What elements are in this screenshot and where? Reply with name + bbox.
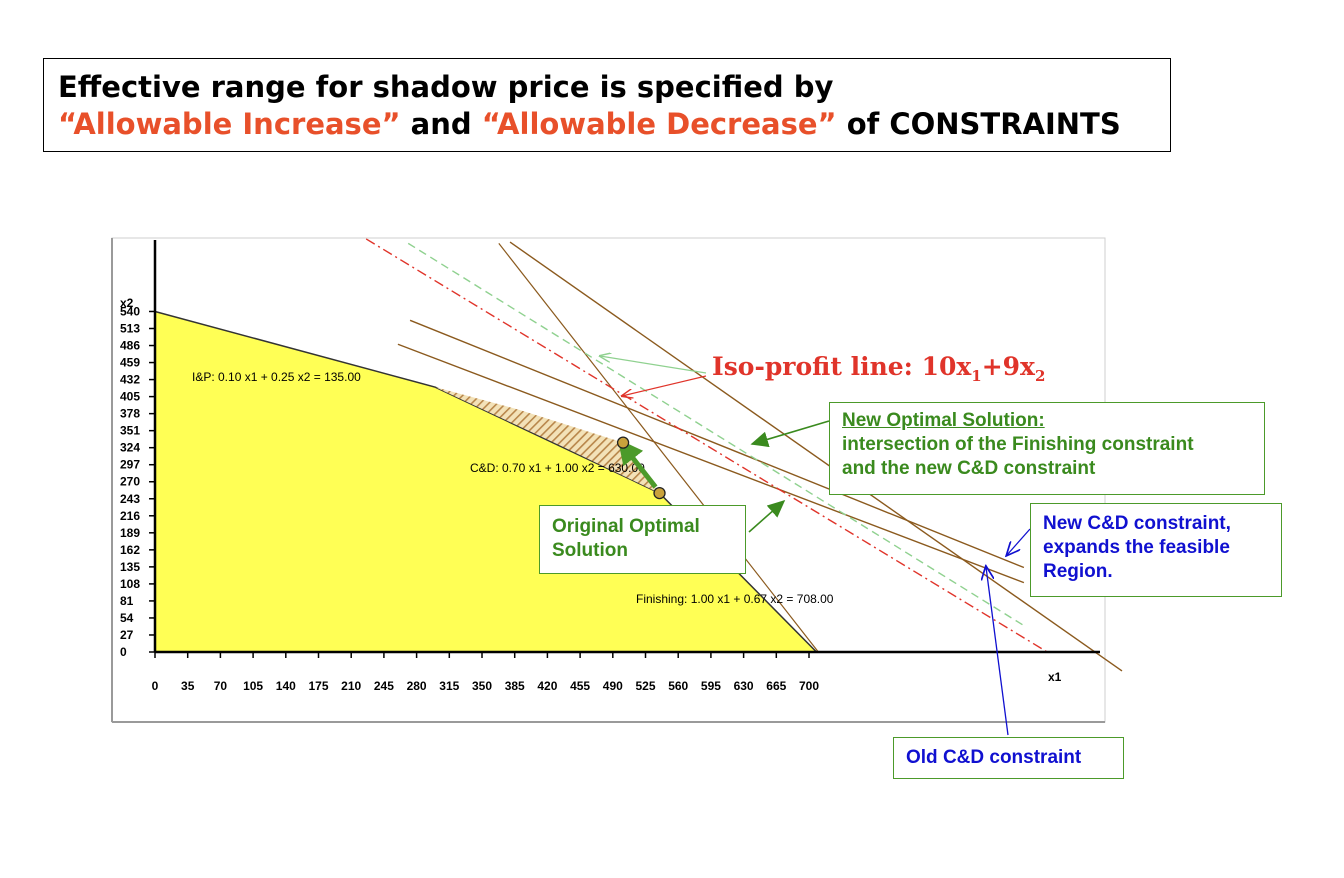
iso-profit-label: Iso-profit line: 10x1+9x2 (712, 352, 1046, 385)
title-box: Effective range for shadow price is spec… (43, 58, 1171, 152)
y-tick-label: 135 (120, 560, 140, 574)
x-tick-label: 175 (308, 679, 328, 693)
x-tick-label: 420 (537, 679, 557, 693)
y-axis-label: x2 (120, 296, 134, 310)
x-tick-label: 70 (214, 679, 228, 693)
y-tick-label: 243 (120, 492, 140, 506)
old-cd-pointer (986, 567, 1009, 736)
cd-constraint-label: C&D: 0.70 x1 + 1.00 x2 = 630.00 (470, 461, 645, 475)
original-optimal-point (653, 486, 666, 500)
new-cd-line (409, 319, 1025, 569)
x-tick-label: 385 (505, 679, 525, 693)
x-tick-label: 525 (635, 679, 655, 693)
title-line-2: “Allowable Increase” and “Allowable Decr… (58, 106, 1156, 143)
new-optimal-point (616, 436, 630, 449)
x-tick-label: 595 (701, 679, 721, 693)
new-cd-pointer (1007, 528, 1031, 555)
old-cd-line-ext (397, 343, 1025, 584)
new-cd-callout: New C&D constraint, expands the feasible… (1030, 503, 1282, 597)
y-tick-label: 54 (120, 611, 134, 625)
y-tick-label: 324 (120, 441, 140, 455)
ip-constraint-label: I&P: 0.10 x1 + 0.25 x2 = 135.00 (192, 370, 361, 384)
y-tick-label: 270 (120, 475, 140, 489)
x-tick-label: 105 (243, 679, 263, 693)
original-optimal-text-2: Solution (552, 540, 628, 561)
old-cd-text: Old C&D constraint (906, 747, 1082, 768)
new-cd-text-3: Region. (1043, 561, 1113, 582)
x-tick-label: 490 (603, 679, 623, 693)
iso-green-pointer (600, 356, 707, 374)
new-optimal-pointer (750, 420, 830, 448)
x-tick-label: 210 (341, 679, 361, 693)
new-optimal-text-3: and the new C&D constraint (842, 458, 1096, 479)
y-tick-label: 486 (120, 339, 140, 353)
x-tick-label: 350 (472, 679, 492, 693)
x-tick-label: 560 (668, 679, 688, 693)
y-tick-label: 27 (120, 628, 134, 642)
y-tick-label: 0 (120, 645, 127, 659)
x-tick-label: 630 (734, 679, 754, 693)
and-text: and (400, 107, 482, 141)
y-tick-label: 189 (120, 526, 140, 540)
x-tick-label: 0 (152, 679, 159, 693)
constraint-steep-line (498, 243, 819, 653)
y-tick-label: 405 (120, 390, 140, 404)
original-optimal-text-1: Original Optimal (552, 516, 700, 537)
iso-profit-green-line (407, 242, 1027, 628)
new-optimal-callout: New Optimal Solution: intersection of th… (829, 402, 1265, 495)
finishing-line-ext (509, 241, 1123, 672)
x-axis-label: x1 (1048, 670, 1062, 684)
iso-red-pointer (622, 375, 707, 396)
x-tick-label: 315 (439, 679, 459, 693)
new-cd-text-1: New C&D constraint, (1043, 513, 1231, 534)
x-tick-label: 665 (766, 679, 786, 693)
x-tick-label: 700 (799, 679, 819, 693)
old-cd-callout: Old C&D constraint (893, 737, 1124, 779)
y-tick-label: 378 (120, 407, 140, 421)
y-tick-label: 351 (120, 424, 140, 438)
allowable-decrease-text: “Allowable Decrease” (481, 107, 837, 141)
allowable-increase-text: “Allowable Increase” (58, 107, 401, 141)
original-optimal-callout: Original Optimal Solution (539, 505, 746, 574)
y-tick-label: 540 (120, 304, 140, 318)
x-tick-label: 280 (407, 679, 427, 693)
new-optimal-text-2: intersection of the Finishing constraint (842, 434, 1194, 455)
y-tick-label: 108 (120, 577, 140, 591)
expanded-region (435, 387, 660, 494)
title-line-1: Effective range for shadow price is spec… (58, 70, 834, 104)
iso-profit-red-line (365, 238, 1048, 653)
constraints-text: of CONSTRAINTS (836, 107, 1121, 141)
new-cd-text-2: expands the feasible (1043, 537, 1230, 558)
finishing-constraint-label: Finishing: 1.00 x1 + 0.67 x2 = 708.00 (636, 592, 834, 606)
y-tick-label: 513 (120, 322, 140, 336)
shift-arrow (617, 438, 658, 489)
y-tick-label: 162 (120, 543, 140, 557)
x-tick-label: 35 (181, 679, 195, 693)
x-tick-label: 245 (374, 679, 394, 693)
x-tick-label: 140 (276, 679, 296, 693)
y-tick-label: 297 (120, 458, 140, 472)
y-tick-label: 432 (120, 373, 140, 387)
y-tick-label: 81 (120, 594, 134, 608)
original-optimal-pointer (748, 499, 786, 533)
x-tick-label: 455 (570, 679, 590, 693)
new-optimal-heading: New Optimal Solution: (842, 410, 1045, 431)
y-tick-label: 459 (120, 356, 140, 370)
y-tick-label: 216 (120, 509, 140, 523)
